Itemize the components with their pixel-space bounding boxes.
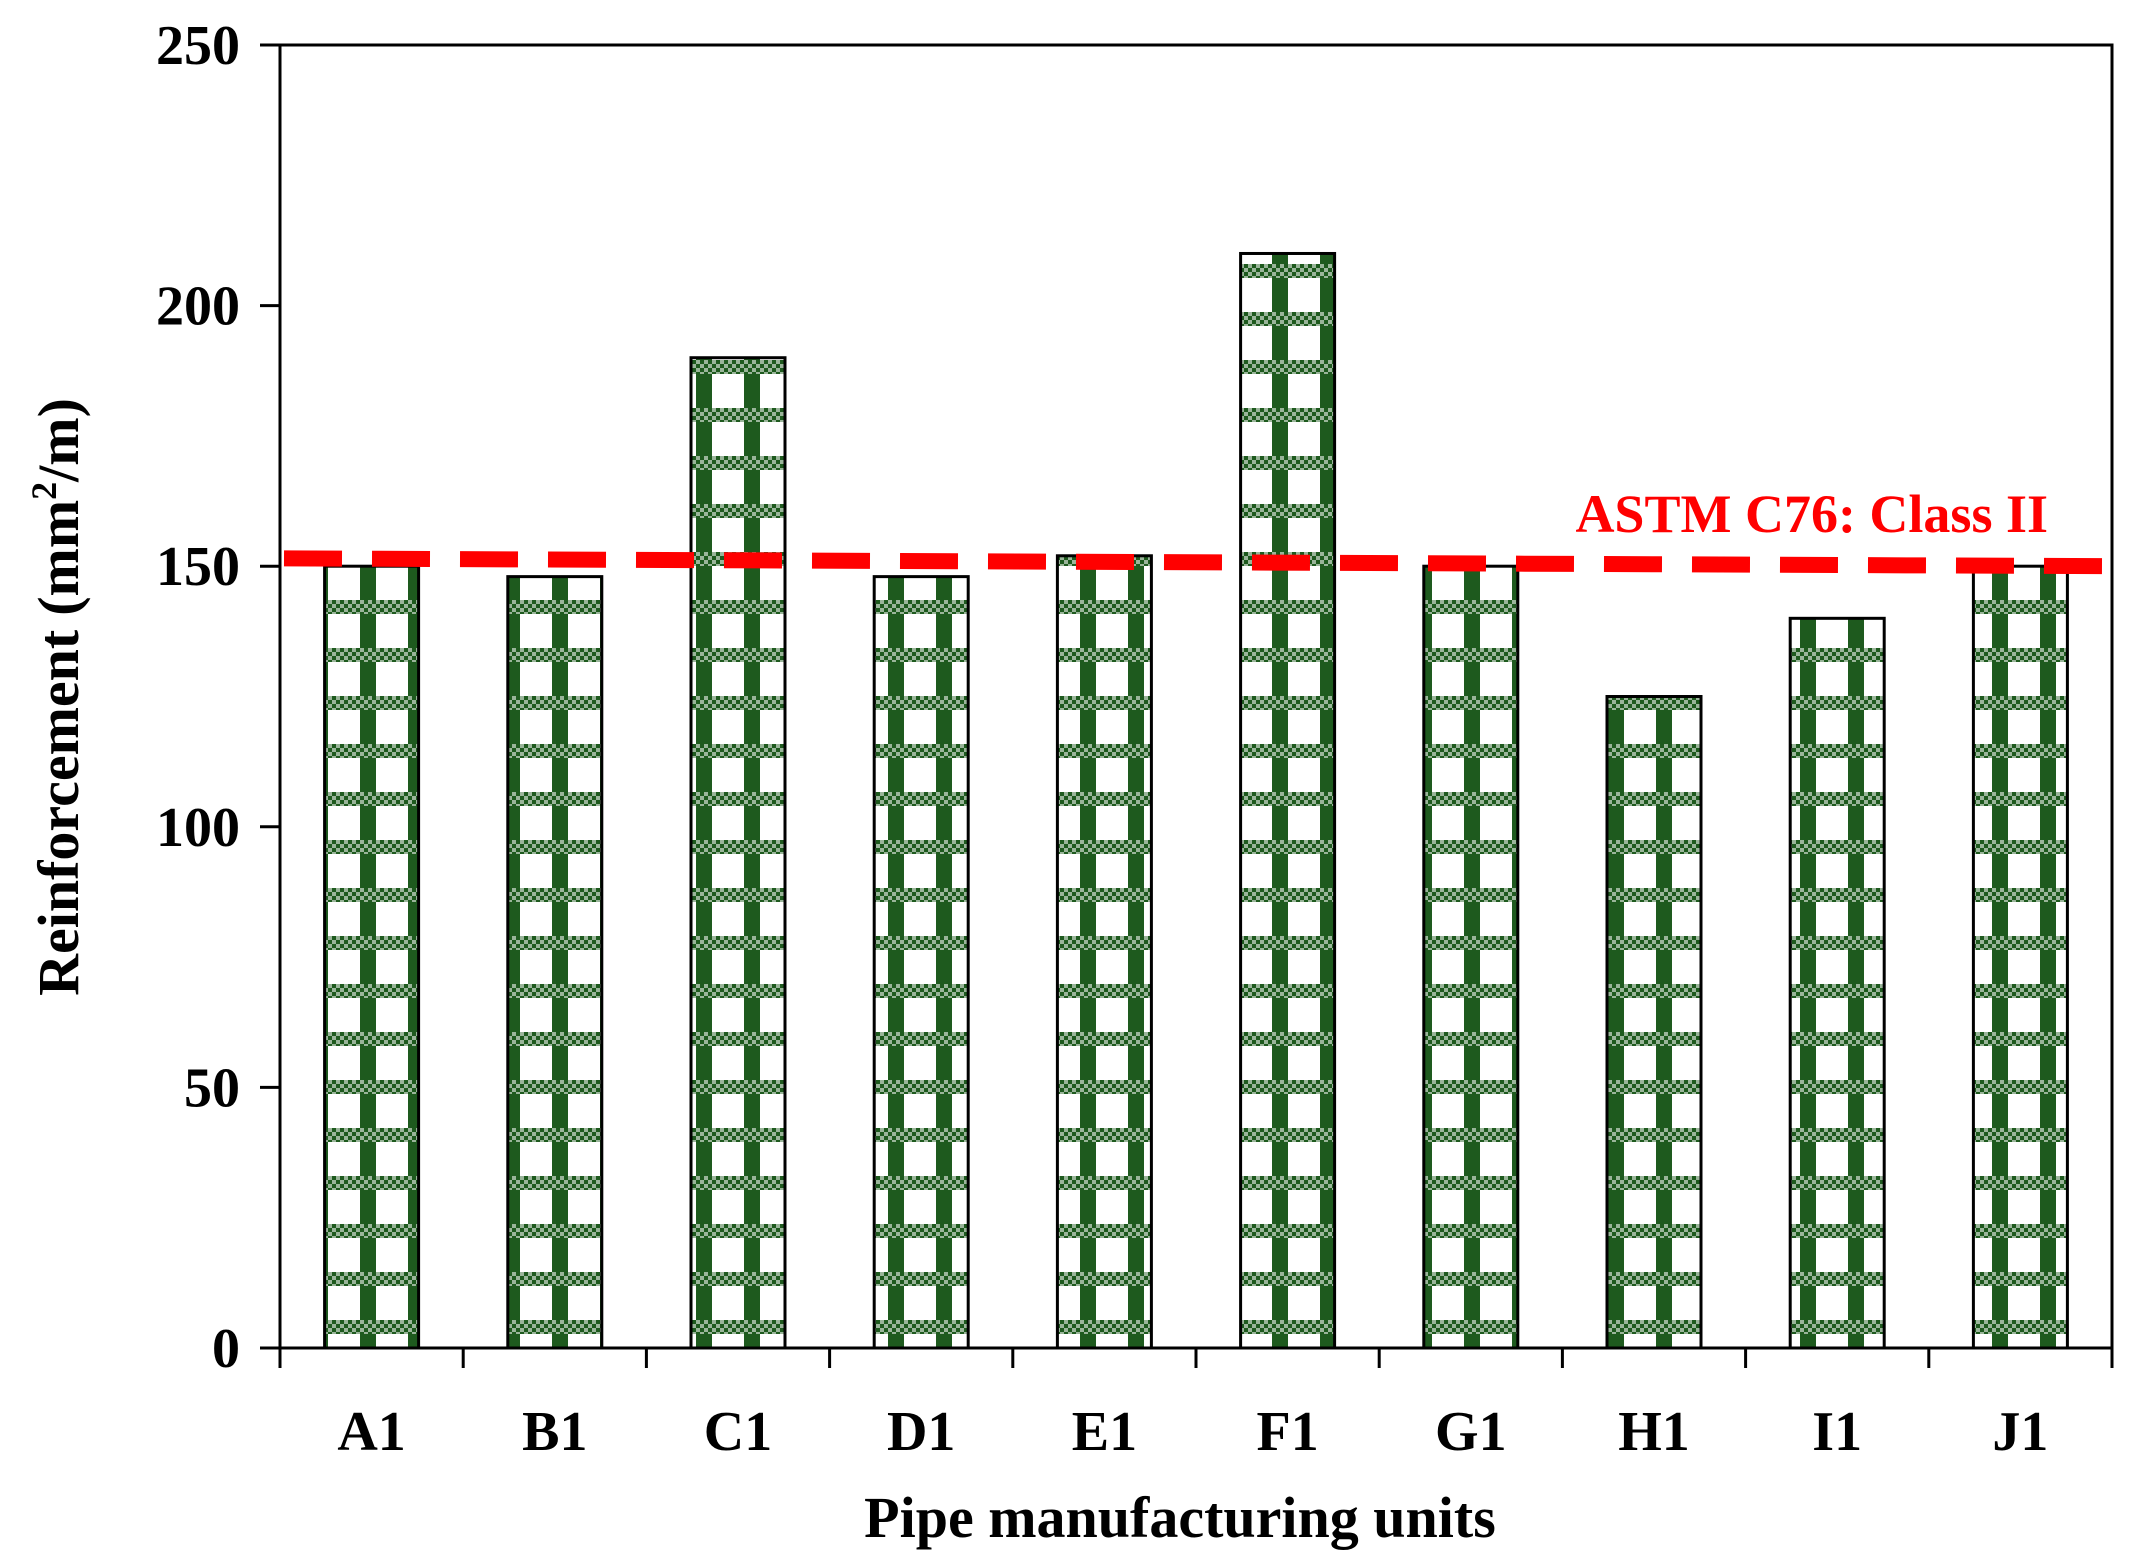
bar-A1	[323, 564, 421, 1350]
x-tick-label: I1	[1812, 1401, 1862, 1463]
bar-F1	[1239, 251, 1337, 1350]
y-tick-label: 0	[212, 1318, 240, 1380]
bar-J1	[1971, 564, 2069, 1350]
bar-I1	[1788, 616, 1886, 1350]
bars-group	[323, 251, 2069, 1350]
x-tick-label: A1	[337, 1401, 405, 1463]
x-axis-title: Pipe manufacturing units	[864, 1485, 1496, 1550]
bar-E1	[1055, 554, 1153, 1350]
x-tick-label: D1	[887, 1401, 955, 1463]
y-axis: 0 50 100 150 200 250	[156, 15, 280, 1380]
x-tick-label: F1	[1256, 1401, 1318, 1463]
x-tick-label: B1	[522, 1401, 587, 1463]
bar-C1	[689, 356, 787, 1350]
x-tick-label: H1	[1618, 1401, 1690, 1463]
y-tick-label: 100	[156, 797, 240, 859]
y-axis-title-unit-tail: /m)	[26, 398, 91, 483]
x-axis: A1 B1 C1 D1 E1 F1 G1 H1 I1 J1	[278, 1348, 2114, 1463]
y-axis-title: Reinforcement (mm2/m)	[24, 398, 91, 996]
x-tick-label: C1	[704, 1401, 772, 1463]
reference-line-label: ASTM C76: Class II	[1575, 484, 2048, 544]
reference-line	[283, 550, 2109, 575]
bar-G1	[1422, 564, 1520, 1350]
x-tick-label: E1	[1072, 1401, 1137, 1463]
bar-H1	[1605, 695, 1703, 1350]
y-tick-label: 200	[156, 276, 240, 338]
y-tick-label: 250	[156, 15, 240, 77]
bar-B1	[506, 575, 604, 1350]
bar-D1	[872, 575, 970, 1350]
y-axis-title-unit: (mm	[26, 500, 91, 616]
y-tick-label: 150	[156, 536, 240, 598]
y-tick-label: 50	[184, 1057, 240, 1119]
y-axis-title-main: Reinforcement	[26, 629, 91, 996]
y-axis-title-unit-sup: 2	[24, 482, 64, 500]
x-tick-label: G1	[1435, 1401, 1507, 1463]
x-tick-label: J1	[1992, 1401, 2048, 1463]
